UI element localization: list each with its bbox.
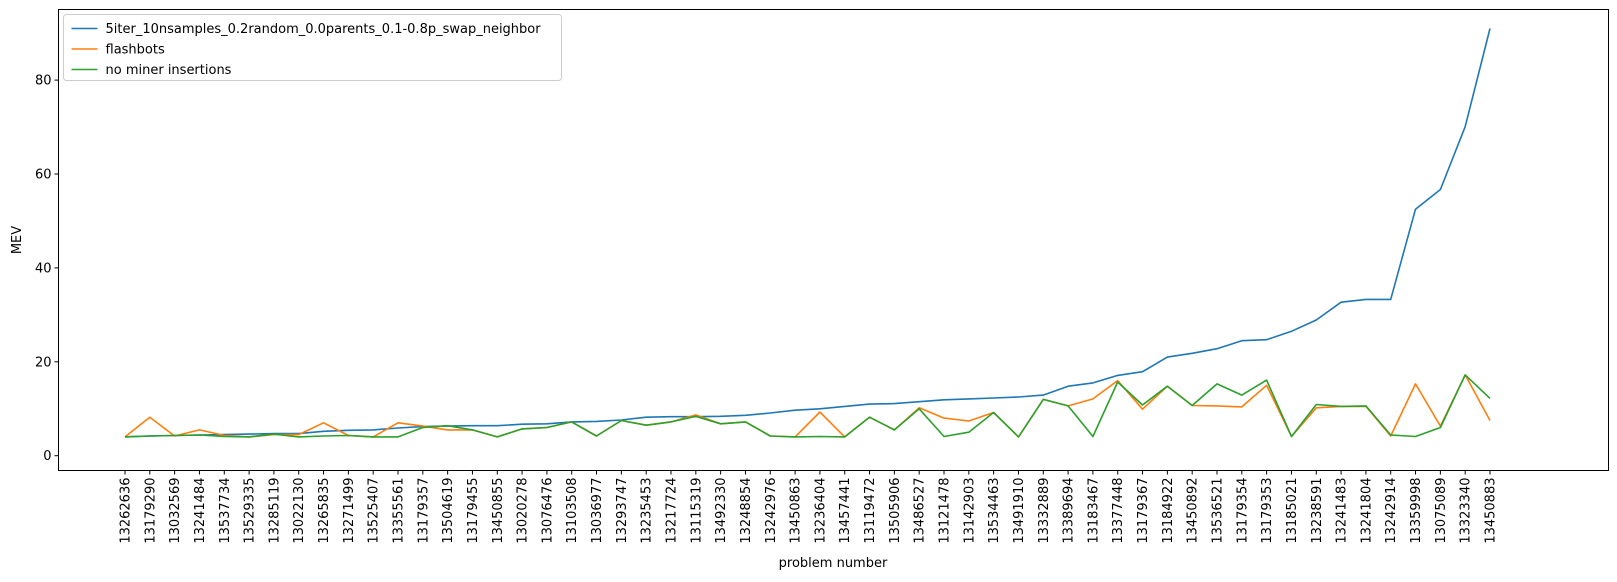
x-tick-label: 13076476 xyxy=(540,478,555,544)
legend-label-1: flashbots xyxy=(106,43,165,58)
y-tick-label: 0 xyxy=(43,449,51,464)
y-tick-label: 40 xyxy=(35,261,52,276)
x-tick-label: 13323340 xyxy=(1459,478,1474,544)
x-tick-label: 13235453 xyxy=(640,478,655,544)
x-tick-label: 13036977 xyxy=(590,478,605,544)
x-tick-label: 13285119 xyxy=(267,478,282,544)
x-tick-label: 13236404 xyxy=(813,478,828,544)
x-tick-label: 13022130 xyxy=(292,478,307,544)
x-tick-label: 13179357 xyxy=(416,478,431,544)
x-tick-label: 13179353 xyxy=(1260,478,1275,544)
x-tick-label: 13504619 xyxy=(441,478,456,544)
x-tick-label: 13121478 xyxy=(938,478,953,544)
plot-area xyxy=(58,9,1609,471)
series-line-2 xyxy=(124,374,1491,438)
x-tick-label: 13241483 xyxy=(1335,478,1350,544)
x-tick-label: 13450863 xyxy=(789,478,804,544)
x-tick-label: 13241484 xyxy=(193,478,208,544)
x-tick-label: 13115319 xyxy=(689,478,704,544)
x-tick-label: 13450892 xyxy=(1186,478,1201,544)
x-tick-label: 13262636 xyxy=(119,478,134,544)
x-tick-label: 13536521 xyxy=(1211,478,1226,544)
legend-label-2: no miner insertions xyxy=(106,63,232,78)
y-axis-ticks: 0 20 40 60 80 xyxy=(35,74,59,464)
x-tick-label: 13119472 xyxy=(863,478,878,544)
series-line-0 xyxy=(124,28,1491,438)
x-tick-label: 13217724 xyxy=(665,478,680,544)
x-tick-label: 13359998 xyxy=(1409,478,1424,544)
x-tick-label: 13238591 xyxy=(1310,478,1325,544)
x-tick-label: 13185021 xyxy=(1285,478,1300,544)
x-tick-label: 13355561 xyxy=(392,478,407,544)
y-tick-label: 60 xyxy=(35,168,52,183)
x-tick-label: 13184922 xyxy=(1161,478,1176,544)
x-tick-label: 13075089 xyxy=(1434,478,1449,544)
plot-frame xyxy=(58,9,1609,471)
x-tick-label: 13179455 xyxy=(466,478,481,544)
x-tick-label: 13486527 xyxy=(913,478,928,544)
x-tick-label: 13332889 xyxy=(1037,478,1052,544)
x-tick-label: 13529335 xyxy=(243,478,258,544)
x-tick-label: 13505906 xyxy=(888,478,903,544)
x-tick-label: 13179367 xyxy=(1136,478,1151,544)
y-tick-label: 80 xyxy=(35,74,52,89)
x-tick-label: 13271499 xyxy=(342,478,357,544)
x-axis-label: problem number xyxy=(779,556,888,571)
x-tick-label: 13457441 xyxy=(838,478,853,544)
x-tick-label: 13491910 xyxy=(1012,478,1027,544)
x-tick-label: 13179290 xyxy=(143,478,158,544)
x-tick-label: 13032569 xyxy=(168,478,183,544)
x-tick-label: 13377448 xyxy=(1111,478,1126,544)
x-tick-label: 13248854 xyxy=(739,478,754,544)
x-tick-label: 13183467 xyxy=(1086,478,1101,544)
x-tick-label: 13389694 xyxy=(1062,478,1077,544)
x-tick-label: 13103508 xyxy=(565,478,580,544)
x-tick-label: 13450883 xyxy=(1484,478,1499,544)
x-tick-label: 13537734 xyxy=(218,478,233,544)
x-tick-label: 13450855 xyxy=(491,478,506,544)
y-axis-label: MEV xyxy=(10,226,25,254)
legend-box xyxy=(63,14,562,81)
legend-label-0: 5iter_10nsamples_0.2random_0.0parents_0.… xyxy=(106,22,542,37)
x-tick-label: 13534463 xyxy=(987,478,1002,544)
x-axis-ticks: 13262636 13179290 13032569 13241484 13537734… xyxy=(119,470,1499,544)
x-tick-label: 13179354 xyxy=(1235,478,1250,544)
x-tick-label: 13293747 xyxy=(615,478,630,544)
x-tick-label: 13020278 xyxy=(516,478,531,544)
x-tick-label: 13265835 xyxy=(317,478,332,544)
series-lines xyxy=(124,28,1491,438)
y-tick-label: 20 xyxy=(35,355,52,370)
x-tick-label: 13142903 xyxy=(962,478,977,544)
x-tick-label: 13242914 xyxy=(1384,478,1399,544)
legend: 5iter_10nsamples_0.2random_0.0parents_0.… xyxy=(63,14,562,81)
x-tick-label: 13241804 xyxy=(1359,478,1374,544)
x-tick-label: 13492330 xyxy=(714,478,729,544)
x-tick-label: 13525407 xyxy=(367,478,382,544)
x-tick-label: 13242976 xyxy=(764,478,779,544)
